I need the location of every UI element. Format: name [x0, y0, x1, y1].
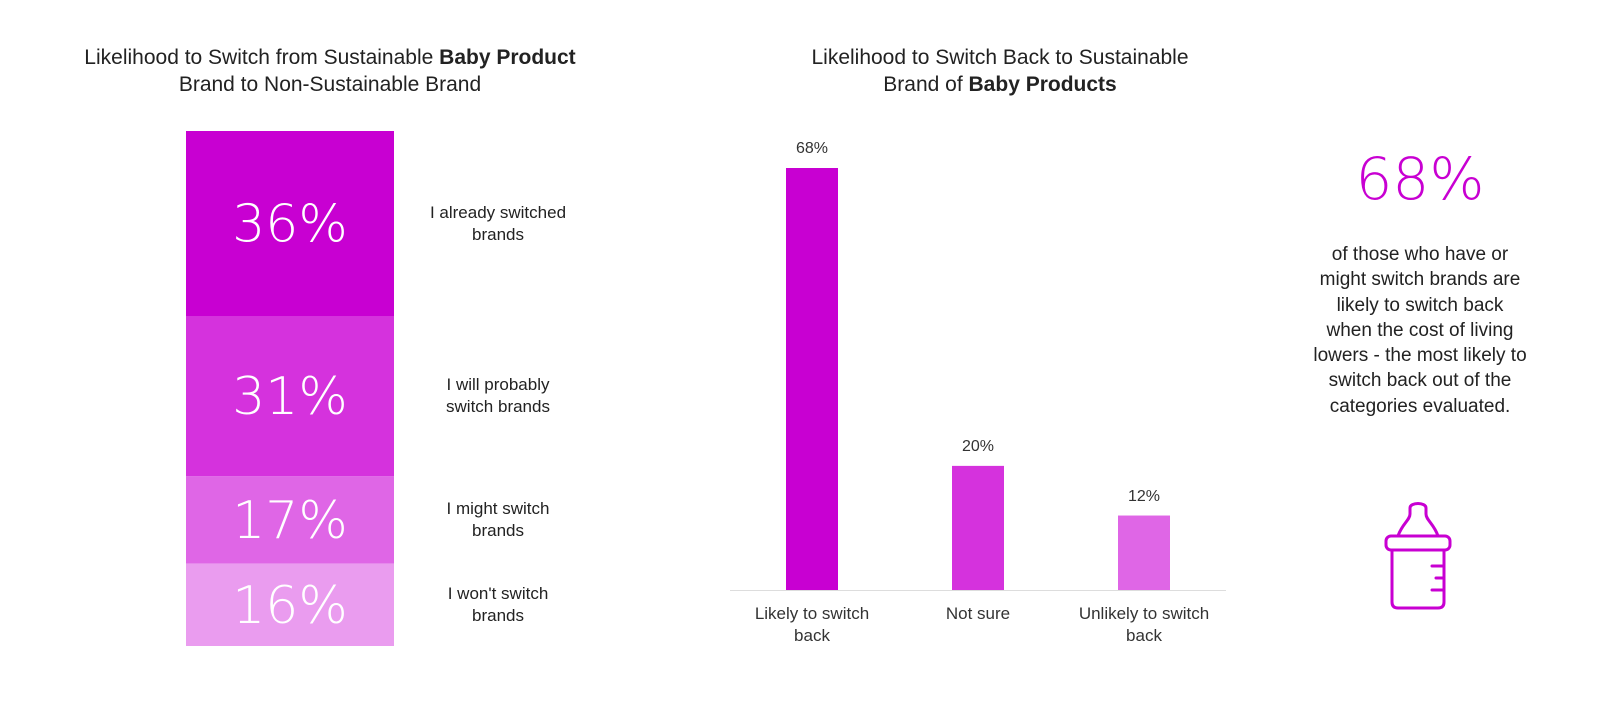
right-title-bold: Baby Products: [968, 73, 1117, 96]
callout-stat: 68%: [1355, 145, 1485, 213]
left-title-line2: Brand to Non-Sustainable Brand: [178, 73, 482, 96]
stack-segment-1: [186, 131, 394, 317]
stack-category-label-3: I might switch brands: [446, 498, 550, 540]
bar-category-label-1: Likely to switch back: [754, 604, 870, 645]
right-title-line1: Likelihood to Switch Back to Sustainable: [811, 46, 1189, 69]
stack-value-label-3: 17%: [232, 491, 348, 551]
right-title-line2-normal: Brand of: [883, 73, 969, 96]
stack-segment-4: [186, 563, 394, 646]
stack-value-label-4: 16%: [232, 576, 348, 636]
bar-value-label-2: 20%: [961, 437, 995, 455]
bar-category-label-3: Unlikely to switch back: [1078, 604, 1210, 645]
baby-bottle-icon: [1384, 502, 1452, 610]
bar-value-label-3: 12%: [1127, 487, 1161, 505]
right-chart-title: Likelihood to Switch Back to Sustainable…: [700, 44, 1300, 98]
stack-category-label-4: I won't switch brands: [447, 583, 549, 625]
left-chart-title: Likelihood to Switch from Sustainable Ba…: [30, 44, 630, 98]
left-title-bold: Baby Product: [439, 46, 576, 69]
bar-category-label-2: Not sure: [945, 604, 1011, 623]
stack-segment-2: [186, 316, 394, 477]
bar-2: [952, 465, 1004, 590]
stack-category-label-2: I will probably switch brands: [446, 375, 550, 417]
left-title-normal: Likelihood to Switch from Sustainable: [84, 46, 440, 69]
bar-1: [786, 168, 838, 590]
stack-value-label-2: 31%: [232, 367, 348, 427]
stack-category-label-1: I already switched brands: [429, 202, 567, 244]
stack-value-label-1: 36%: [232, 195, 348, 255]
callout-text: of those who have or might switch brands…: [1313, 244, 1527, 417]
bar-value-label-1: 68%: [795, 140, 829, 157]
stack-segment-3: [186, 476, 394, 564]
bar-3: [1118, 515, 1170, 590]
